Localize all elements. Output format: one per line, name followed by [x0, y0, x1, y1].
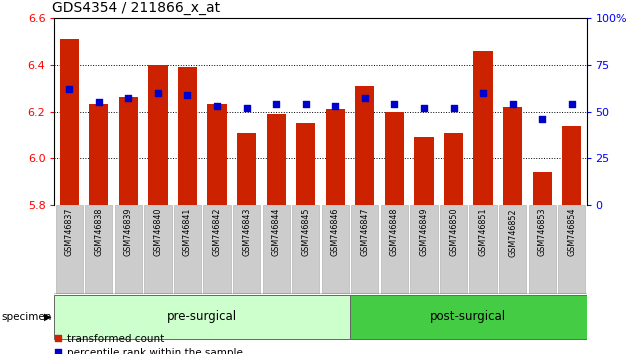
Point — [330, 103, 340, 109]
Bar — [385, 112, 404, 205]
Text: GSM746842: GSM746842 — [213, 208, 222, 257]
Bar — [381, 205, 408, 294]
Bar — [503, 107, 522, 205]
Bar — [56, 205, 83, 294]
Bar — [499, 205, 526, 294]
Point — [183, 92, 193, 97]
Text: GSM746841: GSM746841 — [183, 208, 192, 256]
Text: percentile rank within the sample: percentile rank within the sample — [67, 348, 243, 354]
Point — [238, 134, 249, 139]
Text: GDS4354 / 211866_x_at: GDS4354 / 211866_x_at — [52, 1, 220, 15]
Bar — [326, 109, 345, 205]
Text: GSM746843: GSM746843 — [242, 208, 251, 256]
Bar — [322, 205, 349, 294]
Point — [389, 101, 399, 107]
Point — [212, 103, 222, 109]
Point — [360, 96, 370, 101]
Text: ▶: ▶ — [44, 312, 51, 322]
Bar — [148, 64, 167, 205]
Point — [537, 116, 547, 122]
Text: GSM746852: GSM746852 — [508, 208, 517, 257]
Bar — [440, 205, 467, 294]
Point — [238, 261, 249, 267]
Bar — [115, 205, 142, 294]
Bar — [178, 67, 197, 205]
Text: GSM746849: GSM746849 — [419, 208, 428, 257]
Bar — [474, 51, 493, 205]
Text: GSM746838: GSM746838 — [94, 208, 103, 256]
Bar — [558, 205, 585, 294]
Bar — [562, 126, 581, 205]
Text: specimen: specimen — [1, 312, 52, 322]
Point — [242, 105, 252, 110]
Text: GSM746848: GSM746848 — [390, 208, 399, 256]
Text: GSM746847: GSM746847 — [360, 208, 369, 257]
Bar — [414, 137, 433, 205]
Bar — [296, 123, 315, 205]
Bar — [263, 205, 290, 294]
Text: GSM746853: GSM746853 — [538, 208, 547, 257]
Bar — [208, 104, 227, 205]
Bar — [410, 205, 438, 294]
Bar — [174, 205, 201, 294]
Bar — [469, 205, 497, 294]
Bar — [444, 133, 463, 205]
Bar — [144, 205, 172, 294]
Point — [64, 86, 74, 92]
Point — [153, 90, 163, 96]
Text: GSM746845: GSM746845 — [301, 208, 310, 257]
Bar — [203, 205, 231, 294]
Text: pre-surgical: pre-surgical — [167, 310, 237, 323]
Bar — [119, 97, 138, 205]
Bar — [533, 172, 552, 205]
Bar — [351, 205, 378, 294]
Bar — [237, 133, 256, 205]
Point — [301, 101, 311, 107]
Text: GSM746837: GSM746837 — [65, 208, 74, 257]
Point — [508, 101, 518, 107]
Point — [123, 96, 133, 101]
Text: GSM746846: GSM746846 — [331, 208, 340, 256]
Bar — [89, 104, 108, 205]
Bar — [355, 86, 374, 205]
Bar — [292, 205, 319, 294]
Bar — [267, 114, 286, 205]
Text: GSM746854: GSM746854 — [567, 208, 576, 257]
Bar — [54, 295, 350, 339]
Bar — [529, 205, 556, 294]
Bar — [233, 205, 260, 294]
Text: GSM746851: GSM746851 — [479, 208, 488, 257]
Text: post-surgical: post-surgical — [430, 310, 506, 323]
Text: GSM746840: GSM746840 — [153, 208, 162, 256]
Text: GSM746839: GSM746839 — [124, 208, 133, 257]
Point — [448, 105, 458, 110]
Point — [419, 105, 429, 110]
Point — [94, 99, 104, 105]
Point — [271, 101, 281, 107]
Bar — [85, 205, 112, 294]
Text: GSM746844: GSM746844 — [272, 208, 281, 256]
Point — [567, 101, 577, 107]
Bar — [350, 295, 587, 339]
Bar — [60, 39, 79, 205]
Point — [478, 90, 488, 96]
Text: transformed count: transformed count — [67, 334, 165, 344]
Text: GSM746850: GSM746850 — [449, 208, 458, 257]
